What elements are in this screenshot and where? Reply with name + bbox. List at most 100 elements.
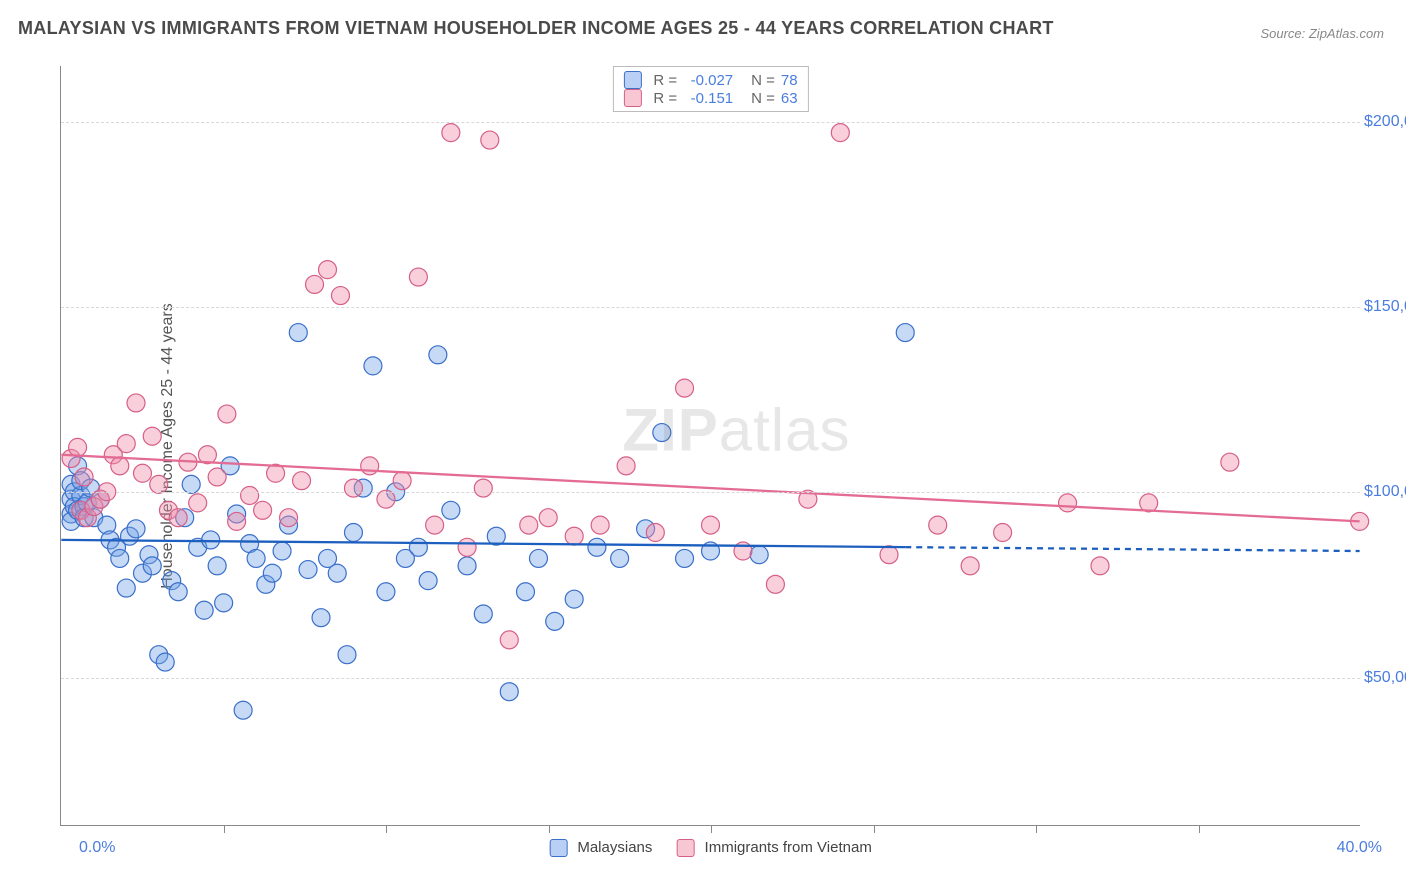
scatter-point [393,472,411,490]
scatter-point [442,124,460,142]
scatter-point [646,524,664,542]
series-legend: Malaysians Immigrants from Vietnam [549,839,872,857]
scatter-point [182,475,200,493]
scatter-point [409,538,427,556]
scatter-point [117,579,135,597]
x-axis-min-label: 0.0% [79,839,115,857]
scatter-point [426,516,444,534]
scatter-point [702,516,720,534]
scatter-point [588,538,606,556]
source-label: Source: ZipAtlas.com [1260,26,1384,41]
scatter-point [328,564,346,582]
scatter-point [617,457,635,475]
scatter-point [429,346,447,364]
scatter-point [215,594,233,612]
scatter-point [254,501,272,519]
correlation-legend: R = -0.027 N = 78 R = -0.151 N = 63 [612,66,808,112]
scatter-point [591,516,609,534]
r-label: R = [653,72,677,89]
legend-item-vietnam: Immigrants from Vietnam [676,839,871,857]
r-label: R = [653,90,677,107]
scatter-point [994,524,1012,542]
scatter-point [127,394,145,412]
scatter-point [676,549,694,567]
y-tick-label: $200,000 [1360,113,1406,131]
scatter-point [500,683,518,701]
x-tick [224,825,225,833]
scatter-point [546,612,564,630]
scatter-point [127,520,145,538]
scatter-point [289,324,307,342]
gridline [61,122,1360,123]
gridline [61,492,1360,493]
n-value: 78 [781,72,798,89]
x-axis-max-label: 40.0% [1337,839,1382,857]
swatch-pink-icon [623,89,641,107]
y-tick-label: $50,000 [1360,669,1406,687]
plot-area: Householder Income Ages 25 - 44 years R … [60,66,1360,826]
scatter-point [338,646,356,664]
scatter-point [306,275,324,293]
scatter-point [517,583,535,601]
scatter-point [1091,557,1109,575]
scatter-svg [61,66,1360,825]
x-tick [874,825,875,833]
chart-title: MALAYSIAN VS IMMIGRANTS FROM VIETNAM HOU… [18,18,1054,39]
x-tick [1199,825,1200,833]
n-label: N = [751,72,775,89]
y-tick-label: $150,000 [1360,298,1406,316]
scatter-point [234,701,252,719]
scatter-point [111,457,129,475]
r-value: -0.027 [683,72,733,89]
scatter-point [319,261,337,279]
scatter-point [653,424,671,442]
scatter-point [208,468,226,486]
scatter-point [896,324,914,342]
scatter-point [143,427,161,445]
y-tick-label: $100,000 [1360,483,1406,501]
scatter-point [520,516,538,534]
scatter-point [331,287,349,305]
scatter-point [241,486,259,504]
scatter-point [611,549,629,567]
gridline [61,678,1360,679]
n-value: 63 [781,90,798,107]
scatter-point [247,549,265,567]
scatter-point [529,549,547,567]
scatter-point [442,501,460,519]
scatter-point [312,609,330,627]
scatter-point [750,546,768,564]
legend-label: Immigrants from Vietnam [705,839,872,856]
scatter-point [117,435,135,453]
scatter-point [273,542,291,560]
n-label: N = [751,90,775,107]
scatter-point [766,575,784,593]
scatter-point [75,468,93,486]
scatter-point [458,557,476,575]
scatter-point [195,601,213,619]
x-tick [549,825,550,833]
scatter-point [263,564,281,582]
scatter-point [156,653,174,671]
scatter-point [169,509,187,527]
scatter-point [208,557,226,575]
scatter-point [111,549,129,567]
scatter-point [189,494,207,512]
scatter-point [344,524,362,542]
scatter-point [474,479,492,497]
legend-item-malaysians: Malaysians [549,839,652,857]
scatter-point [280,509,298,527]
scatter-point [134,464,152,482]
scatter-point [1059,494,1077,512]
scatter-point [539,509,557,527]
scatter-point [565,590,583,608]
swatch-blue-icon [549,839,567,857]
scatter-point [458,538,476,556]
scatter-point [880,546,898,564]
scatter-point [169,583,187,601]
scatter-point [929,516,947,534]
scatter-point [143,557,161,575]
scatter-point [69,438,87,456]
scatter-point [344,479,362,497]
legend-row-blue: R = -0.027 N = 78 [623,71,797,89]
